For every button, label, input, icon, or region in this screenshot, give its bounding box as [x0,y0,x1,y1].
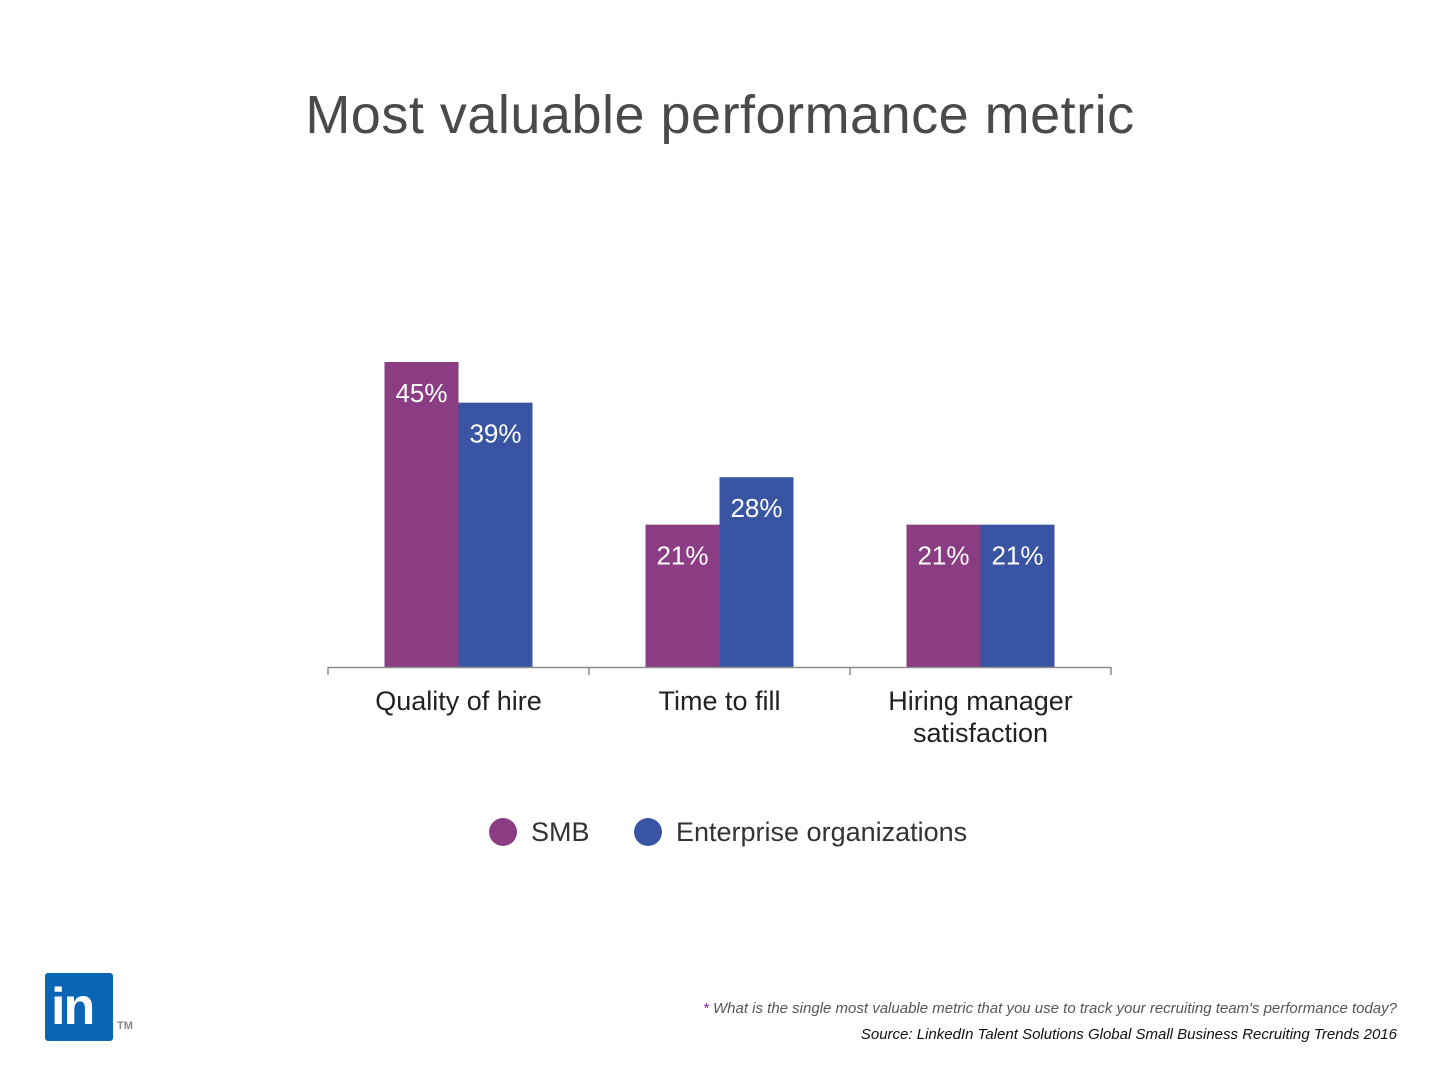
data-label-1-1: 28% [730,493,782,523]
legend-label-enterprise: Enterprise organizations [676,816,968,847]
category-label: Time to fill [590,685,850,717]
footnote: * What is the single most valuable metri… [703,1000,1397,1017]
category-label-line: Quality of hire [375,686,542,716]
bar-1-1 [719,477,794,667]
chart-title: Most valuable performance metric [305,85,1135,145]
category-label: Hiring manager satisfaction [851,685,1111,749]
bar-0-1 [645,524,720,667]
legend-item-smb: SMB [489,814,590,850]
source-note: Source: LinkedIn Talent Solutions Global… [860,1026,1397,1043]
data-label-1-0: 39% [469,419,521,449]
linkedin-logo-text: in [51,978,95,1036]
legend-swatch-smb [489,818,517,846]
bar-0-0 [384,362,459,667]
category-label: Quality of hire [329,685,589,717]
category-label-line: satisfaction [912,718,1049,748]
category-label-line: Time to fill [658,686,781,716]
bar-1-0 [458,402,533,667]
data-label-0-1: 21% [656,541,708,571]
data-label-0-2: 21% [917,541,969,571]
legend-label-smb: SMB [531,816,590,847]
linkedin-logo: in [45,973,113,1041]
data-label-0-0: 45% [395,378,447,408]
data-label-1-2: 21% [991,541,1043,571]
trademark-mark: TM [117,1020,133,1032]
bar-1-2 [980,524,1055,667]
category-label-line: Hiring manager [888,686,1073,716]
footnote-text: What is the single most valuable metric … [712,1000,1397,1017]
legend-swatch-enterprise [634,818,662,846]
footnote-star: * [702,1000,709,1017]
legend: SMB Enterprise organizations [0,814,1440,850]
bar-0-2 [906,524,981,667]
legend-item-enterprise: Enterprise organizations [634,814,967,850]
